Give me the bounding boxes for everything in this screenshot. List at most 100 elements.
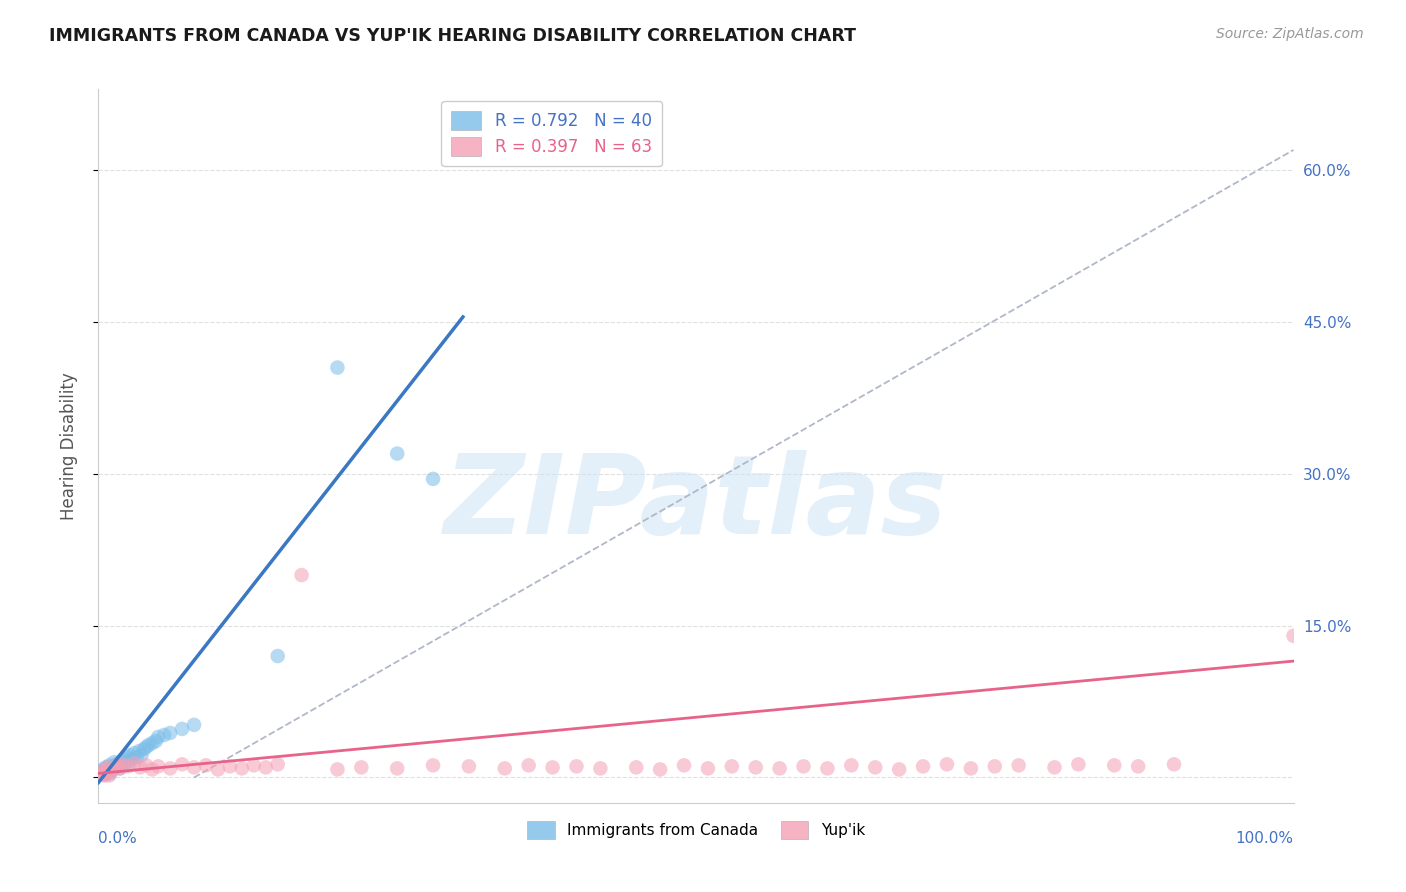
Point bbox=[1043, 760, 1066, 774]
Point bbox=[254, 760, 277, 774]
Point bbox=[104, 760, 127, 774]
Point bbox=[141, 736, 163, 750]
Point bbox=[111, 758, 134, 772]
Point bbox=[91, 763, 114, 777]
Point bbox=[984, 759, 1007, 773]
Point bbox=[1104, 758, 1126, 772]
Point bbox=[110, 754, 132, 768]
Point bbox=[131, 748, 153, 763]
Point bbox=[172, 757, 194, 772]
Point bbox=[745, 760, 768, 774]
Point bbox=[721, 759, 744, 773]
Point bbox=[135, 740, 157, 755]
Point bbox=[291, 568, 314, 582]
Point bbox=[793, 759, 815, 773]
Point bbox=[124, 756, 146, 771]
Point bbox=[385, 447, 409, 461]
Point bbox=[117, 759, 139, 773]
Point bbox=[815, 761, 838, 775]
Point bbox=[422, 758, 444, 772]
Point bbox=[243, 758, 266, 772]
Point bbox=[648, 763, 672, 777]
Text: IMMIGRANTS FROM CANADA VS YUP'IK HEARING DISABILITY CORRELATION CHART: IMMIGRANTS FROM CANADA VS YUP'IK HEARING… bbox=[49, 27, 856, 45]
Point bbox=[183, 718, 205, 732]
Point bbox=[132, 742, 155, 756]
Point bbox=[101, 763, 124, 777]
Point bbox=[98, 764, 122, 779]
Point bbox=[183, 760, 205, 774]
Point bbox=[98, 758, 121, 772]
Point bbox=[673, 758, 696, 772]
Point bbox=[517, 758, 540, 772]
Point bbox=[98, 766, 122, 780]
Point bbox=[541, 760, 564, 774]
Point bbox=[107, 759, 129, 773]
Point bbox=[118, 748, 141, 763]
Point bbox=[148, 759, 170, 773]
Point bbox=[159, 726, 181, 740]
Point bbox=[138, 738, 160, 752]
Point bbox=[385, 761, 409, 775]
Point bbox=[911, 759, 934, 773]
Point bbox=[96, 766, 118, 780]
Point bbox=[129, 760, 152, 774]
Point bbox=[422, 472, 444, 486]
Point bbox=[97, 760, 120, 774]
Point bbox=[104, 760, 127, 774]
Point bbox=[1008, 758, 1031, 772]
Point bbox=[350, 760, 373, 774]
Point bbox=[90, 767, 112, 781]
Point bbox=[589, 761, 612, 775]
Point bbox=[121, 752, 143, 766]
Point bbox=[125, 750, 148, 764]
Point bbox=[94, 763, 117, 777]
Point bbox=[1282, 629, 1305, 643]
Y-axis label: Hearing Disability: Hearing Disability bbox=[59, 372, 77, 520]
Point bbox=[101, 763, 124, 777]
Point bbox=[1128, 759, 1150, 773]
Point bbox=[105, 757, 128, 772]
Point bbox=[326, 763, 349, 777]
Point bbox=[141, 763, 163, 777]
Point bbox=[93, 767, 115, 781]
Point bbox=[565, 759, 588, 773]
Point bbox=[267, 757, 290, 772]
Point bbox=[153, 728, 176, 742]
Point bbox=[103, 756, 125, 770]
Point bbox=[626, 760, 648, 774]
Point bbox=[148, 730, 170, 744]
Point bbox=[697, 761, 720, 775]
Point bbox=[326, 360, 349, 375]
Point bbox=[93, 768, 115, 782]
Point bbox=[960, 761, 983, 775]
Point bbox=[98, 768, 121, 782]
Point bbox=[207, 763, 229, 777]
Point bbox=[117, 754, 139, 768]
Point bbox=[231, 761, 253, 775]
Point bbox=[172, 722, 194, 736]
Point bbox=[195, 758, 218, 772]
Text: Source: ZipAtlas.com: Source: ZipAtlas.com bbox=[1216, 27, 1364, 41]
Point bbox=[865, 760, 887, 774]
Point bbox=[219, 759, 242, 773]
Point bbox=[936, 757, 959, 772]
Point bbox=[841, 758, 863, 772]
Point bbox=[107, 756, 129, 771]
Point bbox=[1163, 757, 1185, 772]
Point bbox=[128, 744, 150, 758]
Point bbox=[107, 758, 129, 772]
Point bbox=[135, 758, 157, 772]
Point bbox=[124, 746, 146, 760]
Point bbox=[145, 734, 167, 748]
Point bbox=[90, 765, 112, 780]
Point bbox=[108, 761, 131, 775]
Point bbox=[159, 761, 181, 775]
Point bbox=[91, 764, 114, 779]
Text: ZIPatlas: ZIPatlas bbox=[444, 450, 948, 557]
Legend: Immigrants from Canada, Yup'ik: Immigrants from Canada, Yup'ik bbox=[522, 815, 870, 845]
Text: 0.0%: 0.0% bbox=[98, 831, 138, 847]
Point bbox=[889, 763, 911, 777]
Point bbox=[111, 757, 134, 772]
Text: 100.0%: 100.0% bbox=[1236, 831, 1294, 847]
Point bbox=[94, 760, 117, 774]
